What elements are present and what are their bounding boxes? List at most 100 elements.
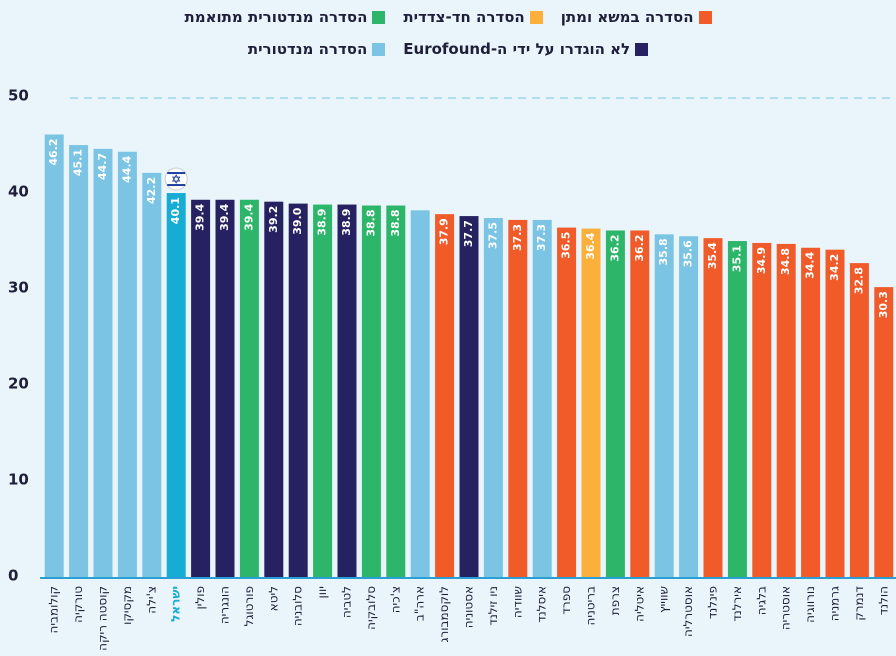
value-label: 40.1 (169, 197, 182, 224)
legend-label: הסדרה מנדטורית (247, 40, 368, 58)
bar (801, 247, 821, 578)
legend-label: לא הוגדרו על ידי ה-Eurofound (403, 40, 631, 58)
legend: לא הוגדרו על ידי ה-Eurofound הסדרה מנדטור… (0, 40, 896, 58)
legend-swatch (529, 10, 543, 24)
x-tick-label: הולנד (876, 586, 890, 615)
value-label: 36.2 (633, 234, 646, 261)
legend-item: הסדרה מנדטורית (247, 40, 386, 58)
bar (459, 216, 479, 578)
bar (483, 218, 503, 578)
x-tick-label: גרמניה (828, 586, 842, 621)
x-tick-label: ליטא (266, 586, 280, 611)
y-tick-label: 0 (8, 567, 18, 585)
bar (264, 201, 284, 578)
x-tick-label: טורקיה (71, 586, 85, 623)
x-tick-label: קולומביה (47, 586, 61, 633)
x-tick-label: איסלנד (535, 586, 549, 623)
y-tick-label: 50 (8, 87, 29, 105)
value-label: 38.8 (389, 210, 402, 237)
value-label: 36.2 (608, 234, 621, 261)
y-tick-label: 40 (8, 183, 29, 201)
legend-label: הסדרה במשא ומתן (560, 8, 694, 26)
bar (288, 203, 308, 578)
value-label: 30.3 (877, 291, 890, 318)
x-tick-label: סלובקיה (364, 586, 378, 630)
bar (166, 193, 186, 579)
bar (654, 234, 674, 578)
y-tick-label: 30 (8, 279, 29, 297)
value-label: 37.3 (535, 224, 548, 251)
x-tick-label: צ'כיה (388, 586, 402, 613)
x-tick-label: מקסיקו (120, 586, 134, 625)
bar (849, 263, 869, 578)
x-tick-label: שוודיה (510, 586, 524, 618)
legend-item: הסדרה במשא ומתן (561, 8, 712, 26)
y-tick-label: 20 (8, 375, 29, 393)
bar (727, 241, 747, 579)
value-label: 35.6 (682, 240, 695, 267)
value-label: 36.4 (584, 232, 597, 259)
x-tick-label: פולין (193, 586, 207, 610)
bar (825, 249, 845, 578)
bar (532, 219, 552, 579)
value-label: 34.8 (779, 248, 792, 275)
bar (508, 219, 528, 579)
x-tick-label: שווייץ (657, 586, 671, 613)
legend: הסדרה במשא ומתן הסדרה חד-צדדית הסדרה מנדטו… (0, 8, 896, 26)
x-tick-label: דנמרק (852, 586, 866, 621)
x-tick-label: אוסטריה (779, 586, 793, 630)
bar (69, 145, 89, 579)
value-label: 38.9 (316, 209, 329, 236)
legend-swatch (372, 10, 386, 24)
x-tick-label: הונגריה (218, 586, 232, 624)
value-label: 34.2 (828, 254, 841, 281)
bar (361, 205, 381, 578)
value-label: 35.8 (657, 238, 670, 265)
legend-item: לא הוגדרו על ידי ה-Eurofound (403, 40, 649, 58)
value-label: 37.9 (438, 218, 451, 245)
value-label: 32.8 (852, 267, 865, 294)
x-tick-label: אירלנד (730, 586, 744, 622)
bar (313, 204, 333, 578)
x-tick-label: צרפת (608, 586, 622, 615)
value-label: 38.9 (340, 209, 353, 236)
y-tick-label: 10 (8, 471, 29, 489)
legend-swatch (635, 42, 649, 56)
value-label: 45.1 (72, 149, 85, 176)
x-tick-label: ישראל (169, 586, 183, 622)
x-tick-label: בריטניה (584, 586, 598, 626)
value-label: 34.4 (804, 251, 817, 278)
x-tick-label: בלגיה (754, 586, 768, 615)
bar (215, 199, 235, 578)
x-tick-label: ארה"ב (413, 586, 427, 621)
x-tick-label: אסטוניה (462, 586, 476, 628)
x-tick-label: לטביה (340, 586, 354, 618)
bar (581, 228, 601, 578)
legend-swatch (698, 10, 712, 24)
legend-label: הסדרה חד-צדדית (403, 8, 525, 26)
x-tick-label: לוקסמבורג (437, 586, 451, 642)
x-tick-label: פורטוגל (242, 586, 256, 626)
value-label: 38.8 (364, 210, 377, 237)
bar (142, 172, 162, 578)
bar (605, 230, 625, 579)
flag-icon (164, 167, 188, 191)
legend-label: הסדרה מנדטורית מתואמת (184, 8, 368, 26)
bar (703, 238, 723, 578)
value-label: 37.5 (486, 222, 499, 249)
value-label: 34.9 (755, 247, 768, 274)
x-tick-label: יוון (315, 586, 329, 599)
value-label: 35.4 (706, 242, 719, 269)
x-tick-label: ניו זילנד (486, 586, 500, 626)
bar (752, 242, 772, 578)
value-label: 46.2 (47, 138, 60, 165)
bar (93, 148, 113, 578)
flag-stripe (167, 172, 186, 175)
value-label: 39.4 (242, 203, 255, 230)
value-label: 39.0 (291, 207, 304, 234)
bar (117, 151, 137, 578)
value-label: 42.2 (145, 177, 158, 204)
value-label: 37.7 (462, 220, 475, 247)
value-label: 44.4 (120, 155, 133, 182)
